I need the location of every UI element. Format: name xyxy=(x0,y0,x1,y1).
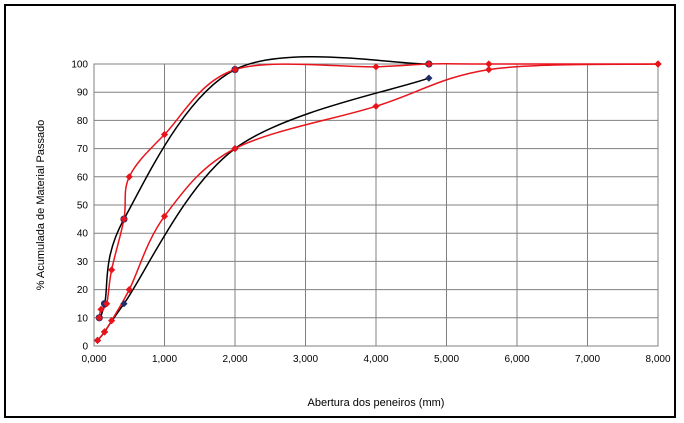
x-tick-label: 3,000 xyxy=(293,354,318,365)
y-tick-label: 30 xyxy=(77,257,89,268)
data-point-diamond xyxy=(125,173,133,181)
y-tick-label: 90 xyxy=(77,88,89,99)
grading-curve-chart: 0,000 1,000 2,000 3,000 4,000 5,000 6,000 7,000… xyxy=(35,55,671,409)
data-point-diamond xyxy=(103,300,111,308)
y-tick-label: 10 xyxy=(77,313,89,324)
data-point-diamond xyxy=(160,212,169,220)
data-point-diamond xyxy=(97,305,105,313)
y-tick-label: 40 xyxy=(77,229,89,240)
data-point-diamond xyxy=(372,63,380,71)
data-point-diamond xyxy=(231,145,239,153)
y-tick-label: 50 xyxy=(77,201,89,212)
data-point-diamond xyxy=(160,130,169,139)
data-point-diamond xyxy=(120,300,128,308)
data-point-diamond xyxy=(108,317,116,325)
gridlines xyxy=(94,64,658,346)
y-axis-ticks: 0 10 20 30 40 50 60 70 80 90 100 xyxy=(71,60,88,353)
data-point-diamond xyxy=(108,266,116,274)
x-tick-label: 5,000 xyxy=(434,354,459,365)
x-tick-label: 0,000 xyxy=(81,354,106,365)
y-tick-label: 60 xyxy=(77,172,89,183)
x-tick-label: 4,000 xyxy=(363,354,388,365)
x-tick-label: 6,000 xyxy=(504,354,529,365)
data-point-diamond xyxy=(425,74,433,82)
data-point-diamond xyxy=(120,215,128,223)
y-tick-label: 80 xyxy=(77,116,89,127)
y-tick-label: 70 xyxy=(77,144,89,155)
y-axis-title: % Acumulada de Material Passado xyxy=(35,120,47,291)
data-point-diamond xyxy=(425,60,433,68)
x-tick-label: 8,000 xyxy=(645,354,670,365)
chart-frame: 0,000 1,000 2,000 3,000 4,000 5,000 6,000 7,000… xyxy=(4,4,676,418)
x-axis-ticks: 0,000 1,000 2,000 3,000 4,000 5,000 6,000 7,000… xyxy=(81,354,670,365)
x-tick-label: 7,000 xyxy=(575,354,600,365)
data-point-diamond xyxy=(372,102,380,110)
data-markers xyxy=(93,60,662,344)
data-point-diamond xyxy=(125,286,133,294)
data-point-diamond xyxy=(95,314,103,322)
y-tick-label: 0 xyxy=(82,342,88,353)
x-tick-label: 1,000 xyxy=(152,354,177,365)
y-tick-label: 20 xyxy=(77,285,89,296)
x-tick-label: 2,000 xyxy=(222,354,247,365)
x-axis-title: Abertura dos peneiros (mm) xyxy=(308,397,445,409)
y-tick-label: 100 xyxy=(71,60,88,71)
data-point-diamond xyxy=(100,328,109,336)
data-point-diamond xyxy=(93,336,102,344)
